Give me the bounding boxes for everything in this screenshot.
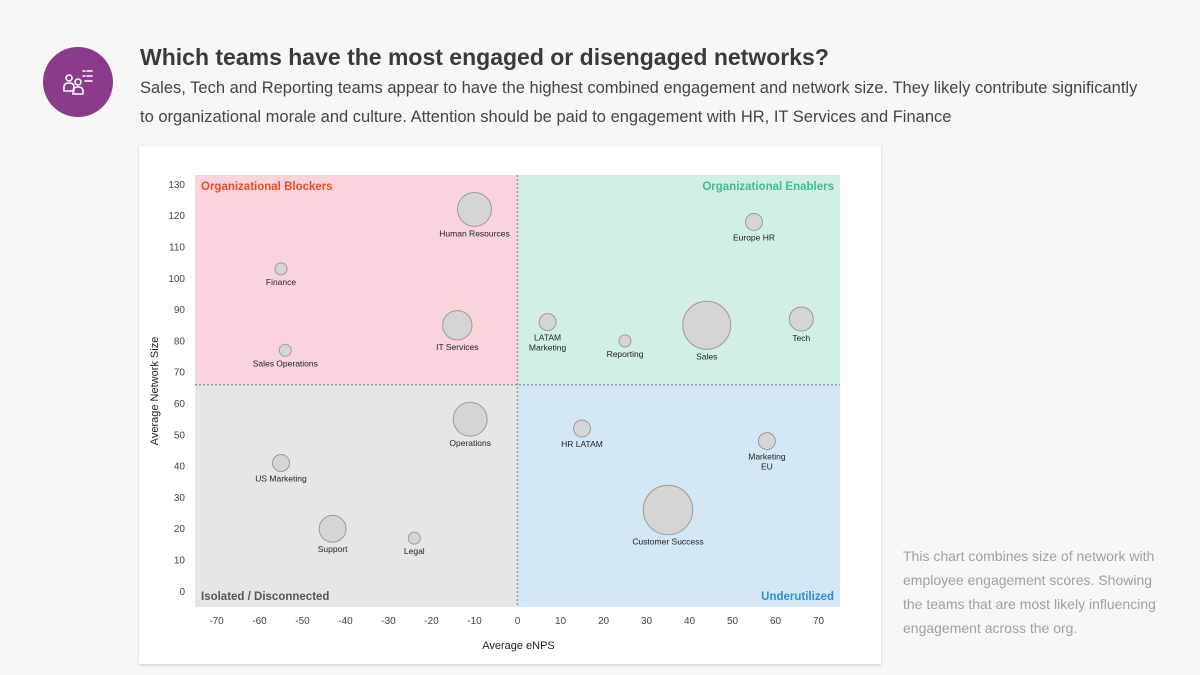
x-axis-title: Average eNPS	[482, 640, 555, 652]
x-tick-label: 40	[684, 616, 696, 627]
y-tick-label: 100	[168, 274, 185, 285]
bubble-label: Sales	[696, 351, 717, 361]
bubble-point	[573, 419, 591, 438]
bubble-point	[278, 343, 292, 357]
bubble-point	[457, 191, 492, 227]
x-tick-label: 20	[598, 616, 610, 627]
x-tick-label: 50	[727, 616, 739, 627]
bubble-label: Operations	[449, 438, 491, 448]
bubble-label: Customer Success	[632, 537, 703, 547]
x-tick-label: 60	[770, 616, 782, 627]
bubble-point	[318, 514, 347, 543]
quadrant-label-isolated: Isolated / Disconnected	[201, 591, 329, 603]
bubble-label: Reporting	[607, 349, 644, 359]
team-feedback-icon	[63, 70, 93, 95]
bubble-label: EU	[761, 462, 773, 472]
side-note: This chart combines size of network with…	[903, 548, 1156, 636]
bubble-chart: Organizational Blockers Organizational En…	[149, 175, 840, 652]
x-tick-label: -20	[424, 616, 439, 627]
bubble-label: LATAM	[534, 333, 561, 343]
bubble-point	[272, 454, 290, 472]
y-tick-label: 20	[174, 524, 186, 535]
bubble-point	[788, 306, 814, 332]
bubble-label: Finance	[266, 277, 297, 287]
bubble-label: Support	[318, 544, 348, 554]
bubble-point	[642, 484, 694, 536]
bubble-label: Tech	[792, 333, 810, 343]
y-tick-label: 90	[174, 305, 186, 316]
x-tick-label: -30	[381, 616, 396, 627]
y-tick-label: 60	[174, 399, 186, 410]
x-tick-label: -40	[338, 616, 353, 627]
bubble-point	[745, 212, 763, 231]
bubble-label: Human Resources	[439, 228, 509, 238]
y-tick-label: 30	[174, 493, 186, 504]
y-tick-label: 130	[168, 180, 185, 191]
bubble-point	[407, 531, 421, 545]
y-tick-label: 10	[174, 556, 186, 567]
header-badge	[43, 47, 113, 117]
y-tick-label: 40	[174, 462, 186, 473]
x-tick-label: -50	[295, 616, 310, 627]
bubble-point	[682, 300, 732, 350]
x-tick-label: -60	[252, 616, 267, 627]
y-tick-label: 110	[169, 243, 185, 254]
y-tick-label: 50	[174, 430, 186, 441]
quadrant-label-underutilized: Underutilized	[761, 591, 834, 603]
bubble-point	[274, 262, 288, 276]
x-tick-label: -10	[467, 616, 482, 627]
bubble-label: US Marketing	[255, 473, 307, 483]
bubble-label: Legal	[404, 546, 425, 556]
quadrant-enablers	[517, 175, 840, 385]
y-tick-label: 120	[168, 211, 185, 222]
x-tick-label: 10	[555, 616, 567, 627]
quadrant-label-blockers: Organizational Blockers	[201, 181, 333, 193]
bubble-point	[757, 432, 776, 451]
bubble-label: IT Services	[436, 342, 478, 352]
bubble-label: Sales Operations	[253, 358, 318, 368]
y-tick-label: 80	[174, 336, 186, 347]
bubble-label: Europe HR	[733, 232, 775, 242]
y-tick-label: 70	[174, 368, 186, 379]
page-title: Which teams have the most engaged or dis…	[140, 44, 829, 70]
x-tick-label: 30	[641, 616, 653, 627]
y-tick-label: 0	[179, 587, 185, 598]
chart-card: Organizational Blockers Organizational En…	[139, 146, 881, 664]
x-tick-label: 70	[813, 616, 825, 627]
x-tick-label: 0	[515, 616, 521, 627]
bubble-label: Marketing	[529, 343, 567, 353]
page-subtitle: Sales, Tech and Reporting teams appear t…	[140, 79, 1138, 126]
y-axis-title: Average Network Size	[149, 337, 161, 446]
bubble-point	[452, 401, 488, 437]
bubble-point	[618, 334, 632, 348]
bubble-label: Marketing	[748, 452, 786, 462]
bubble-point	[538, 313, 557, 332]
quadrant-label-enablers: Organizational Enablers	[702, 181, 834, 193]
bubble-point	[442, 310, 473, 341]
bubble-label: HR LATAM	[561, 439, 603, 449]
x-tick-label: -70	[209, 616, 224, 627]
